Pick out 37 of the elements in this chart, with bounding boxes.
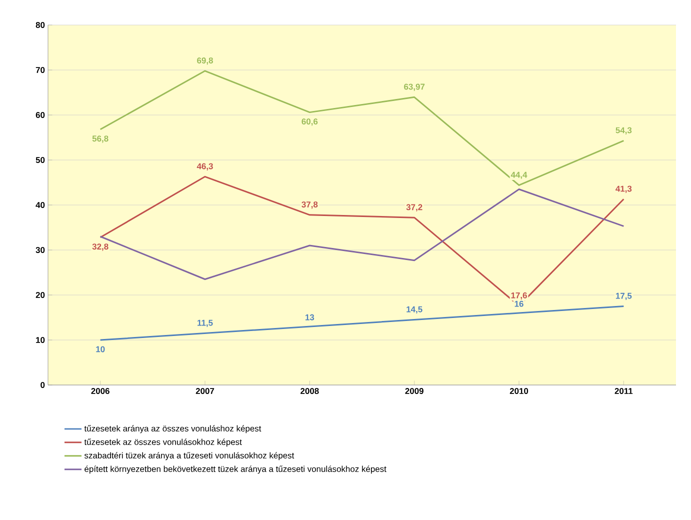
- data-label: 32,8: [92, 244, 108, 251]
- data-label: 46,3: [196, 163, 213, 170]
- y-tick-label: 30: [36, 247, 45, 254]
- y-tick-label: 20: [36, 292, 45, 298]
- x-tick-label: 2009: [405, 388, 424, 394]
- data-label: 17,6: [511, 292, 527, 300]
- data-label: 37,8: [302, 201, 318, 209]
- data-label: 56,8: [92, 136, 108, 143]
- y-tick-label: 40: [36, 202, 45, 208]
- data-label: 44,4: [510, 172, 528, 180]
- data-label: 10: [96, 346, 105, 352]
- data-label: 13: [305, 314, 314, 320]
- x-tick-label: 2007: [196, 388, 214, 394]
- x-tick-label: 2006: [91, 388, 110, 394]
- y-tick-label: 0: [40, 382, 45, 388]
- x-tick-label: 2008: [300, 388, 319, 394]
- data-label: 16: [514, 300, 524, 307]
- legend-label: szabadtéri tüzek aránya a tűzeseti vonulásokhoz képest: [84, 452, 294, 460]
- x-tick-label: 2010: [510, 388, 528, 394]
- data-label: 37,2: [406, 204, 422, 212]
- data-label: 41,3: [616, 186, 632, 193]
- data-label: 17,5: [616, 292, 632, 300]
- legend-label: tűzesetek aránya az összes vonuláshoz képest: [84, 425, 262, 434]
- y-tick-label: 80: [36, 22, 45, 28]
- data-label: 69,8: [197, 57, 213, 65]
- y-tick-label: 60: [36, 112, 45, 118]
- data-label: 14,5: [406, 306, 422, 314]
- data-label: 54,3: [616, 127, 632, 134]
- y-tick-label: 70: [36, 67, 45, 73]
- y-tick-label: 50: [36, 157, 45, 163]
- data-label: 11,5: [198, 320, 213, 328]
- legend-label: épített környezetben bekövetkezett tüzek aránya a tűzeseti vonulásokhoz képest: [84, 466, 386, 474]
- x-tick-label: 2011: [614, 388, 633, 394]
- y-tick-label: 10: [36, 337, 45, 343]
- data-label: 60,6: [302, 118, 318, 126]
- data-label: 63,97: [404, 84, 425, 91]
- legend-label: tűzesetek az összes vonulásokhoz képest: [84, 438, 242, 447]
